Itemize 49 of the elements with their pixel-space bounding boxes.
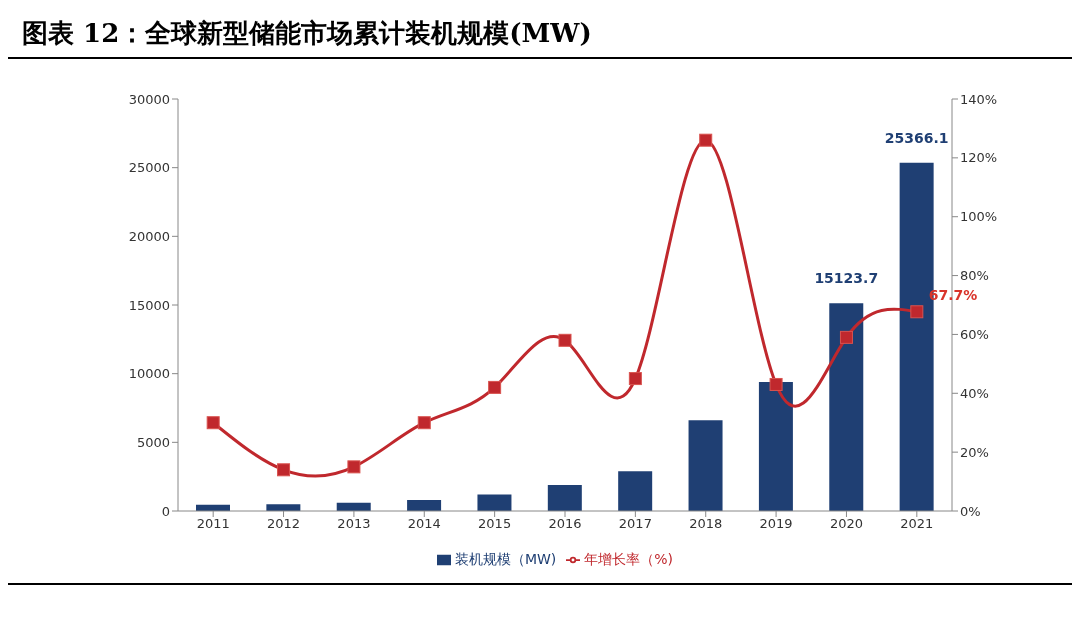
- y2-tick-label: 20%: [960, 444, 989, 460]
- point: [277, 463, 291, 477]
- point: [910, 305, 924, 319]
- chart-title: 图表 12：全球新型储能市场累计装机规模(MW): [8, 8, 1072, 59]
- y-tick-label: 20000: [128, 228, 170, 244]
- bar: [758, 381, 793, 511]
- x-tick-label: 2013: [337, 516, 371, 532]
- point: [417, 416, 431, 430]
- x-tick-label: 2020: [829, 516, 863, 532]
- legend-label: 装机规模（MW): [454, 551, 557, 567]
- y-tick-label: 15000: [128, 297, 170, 313]
- y2-tick-label: 120%: [960, 150, 998, 166]
- x-tick-label: 2015: [478, 516, 512, 532]
- x-tick-label: 2017: [618, 516, 652, 532]
- y-tick-label: 5000: [136, 434, 170, 450]
- y2-tick-label: 140%: [960, 91, 998, 107]
- point: [558, 333, 572, 347]
- y-tick-label: 0: [161, 503, 170, 519]
- bar: [477, 494, 512, 511]
- x-tick-label: 2021: [900, 516, 934, 532]
- x-tick-label: 2012: [267, 516, 301, 532]
- bar: [407, 500, 442, 511]
- data-label: 15123.7: [814, 270, 879, 287]
- y2-tick-label: 100%: [960, 209, 998, 225]
- x-tick-label: 2016: [548, 516, 582, 532]
- x-tick-label: 2019: [759, 516, 793, 532]
- point: [699, 133, 713, 147]
- y-tick-label: 10000: [128, 366, 170, 382]
- x-tick-label: 2011: [196, 516, 230, 532]
- bar: [547, 484, 582, 511]
- point: [839, 330, 853, 344]
- legend-label: 年增长率（%): [584, 551, 674, 567]
- y2-tick-label: 80%: [960, 268, 989, 284]
- point: [628, 372, 642, 386]
- x-tick-label: 2018: [689, 516, 723, 532]
- y2-tick-label: 0%: [960, 503, 981, 519]
- bar: [618, 471, 653, 511]
- x-tick-label: 2014: [407, 516, 441, 532]
- point: [488, 380, 502, 394]
- y2-tick-label: 60%: [960, 327, 989, 343]
- point: [347, 460, 361, 474]
- y-tick-label: 30000: [128, 91, 170, 107]
- y-tick-label: 25000: [128, 160, 170, 176]
- bar: [688, 420, 723, 511]
- data-label: 25366.1: [884, 129, 949, 146]
- point: [206, 416, 220, 430]
- y2-tick-label: 40%: [960, 385, 989, 401]
- point: [769, 377, 783, 391]
- bar: [829, 303, 864, 511]
